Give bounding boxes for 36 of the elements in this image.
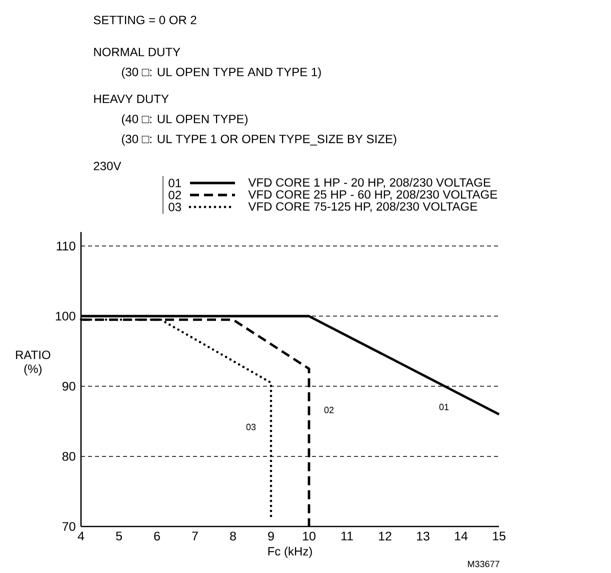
legend-label: VFD CORE 25 HP - 60 HP, 208/230 VOLTAGE (248, 190, 498, 200)
y-tick-label: 90 (62, 382, 76, 391)
x-tick-label: 8 (230, 532, 236, 541)
text: 02 (168, 190, 181, 200)
text: HEAVY DUTY (94, 94, 169, 104)
text: M33677 (468, 560, 500, 568)
x-tick-label: 13 (417, 532, 430, 541)
x-tick-label: 11 (341, 532, 353, 540)
annotation: 02 (324, 406, 334, 414)
y-tick-label: 80 (62, 452, 76, 461)
text: NORMAL DUTY (94, 48, 180, 56)
text: 01 (168, 178, 181, 188)
legend-label: VFD CORE 1 HP - 20 HP, 208/230 VOLTAGE (248, 178, 490, 188)
y-axis-title: RATIO (%) (16, 350, 50, 376)
y-tick-label: 70 (62, 522, 76, 531)
x-axis-title: Fc (kHz) (268, 546, 312, 558)
text: (30 □: UL OPEN TYPE AND TYPE 1) (122, 67, 321, 79)
x-tick-label: 6 (154, 532, 160, 541)
x-tick-label: 5 (116, 532, 122, 540)
x-tick-label: 10 (303, 532, 316, 541)
annotation: 03 (246, 424, 256, 430)
x-tick-label: 9 (268, 532, 274, 541)
annotation: 01 (439, 404, 449, 410)
y-tick-label: 110 (56, 242, 76, 250)
text: (40 □: UL OPEN TYPE) (122, 114, 248, 126)
x-tick-label: 7 (192, 532, 198, 540)
x-tick-label: 15 (493, 532, 506, 540)
y-tick-label: 100 (56, 312, 76, 321)
legend-label: VFD CORE 75-125 HP, 208/230 VOLTAGE (248, 202, 478, 212)
text: 230V (94, 162, 122, 170)
chart-title: SETTING = 0 OR 2 (94, 16, 196, 24)
text: 03 (168, 202, 182, 212)
x-tick-label: 12 (379, 532, 392, 540)
text: (30 □: UL TYPE 1 OR OPEN TYPE_SIZE BY SIZE) (122, 134, 396, 146)
x-tick-label: 14 (455, 532, 468, 540)
x-tick-label: 4 (78, 532, 84, 540)
